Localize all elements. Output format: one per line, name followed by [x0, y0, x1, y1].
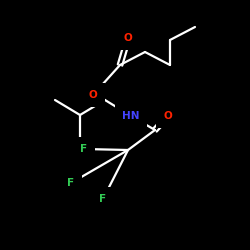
- Text: F: F: [100, 194, 106, 204]
- Text: O: O: [88, 90, 98, 100]
- Text: O: O: [124, 33, 132, 43]
- Text: F: F: [68, 178, 74, 188]
- Text: F: F: [80, 144, 87, 154]
- Text: O: O: [164, 111, 172, 121]
- Text: HN: HN: [122, 111, 140, 121]
